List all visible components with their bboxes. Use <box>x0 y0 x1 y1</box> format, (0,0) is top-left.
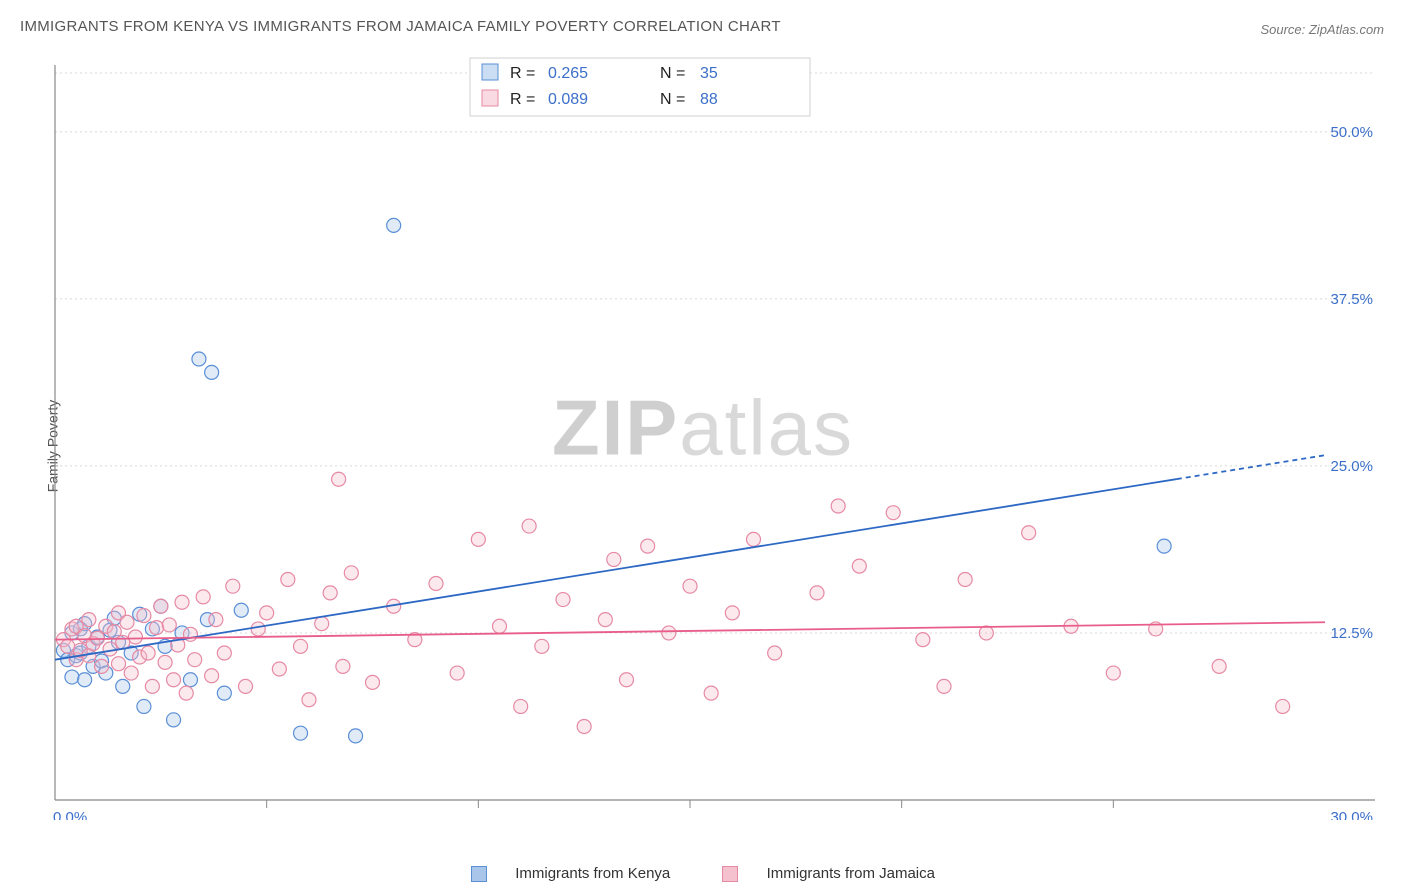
bottom-legend: Immigrants from Kenya Immigrants from Ja… <box>0 864 1406 882</box>
source-attribution: Source: ZipAtlas.com <box>1260 22 1384 37</box>
svg-text:88: 88 <box>700 91 718 108</box>
svg-text:30.0%: 30.0% <box>1330 809 1373 820</box>
legend-label-kenya: Immigrants from Kenya <box>515 865 670 882</box>
svg-text:R =: R = <box>510 91 535 108</box>
svg-text:25.0%: 25.0% <box>1330 458 1373 475</box>
svg-text:0.265: 0.265 <box>548 65 588 82</box>
svg-text:N =: N = <box>660 65 685 82</box>
legend-swatch-jamaica <box>722 866 738 882</box>
svg-text:12.5%: 12.5% <box>1330 625 1373 642</box>
svg-text:50.0%: 50.0% <box>1330 124 1373 141</box>
svg-text:0.089: 0.089 <box>548 91 588 108</box>
legend-label-jamaica: Immigrants from Jamaica <box>767 865 935 882</box>
svg-text:R =: R = <box>510 65 535 82</box>
svg-text:N =: N = <box>660 91 685 108</box>
legend-swatch-kenya <box>471 866 487 882</box>
scatter-chart: 12.5% 25.0% 37.5% 50.0% R = 0.265 N = 35 R = 0.08… <box>50 50 1380 820</box>
svg-text:0.0%: 0.0% <box>53 809 87 820</box>
svg-text:35: 35 <box>700 65 718 82</box>
svg-text:37.5%: 37.5% <box>1330 291 1373 308</box>
chart-title: IMMIGRANTS FROM KENYA VS IMMIGRANTS FROM… <box>20 18 781 35</box>
